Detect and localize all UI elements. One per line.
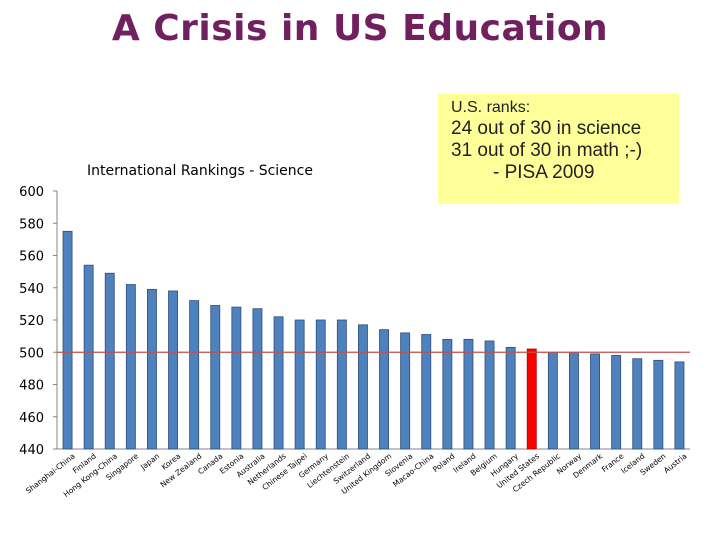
slide-title: A Crisis in US Education bbox=[111, 8, 609, 49]
y-tick-label: 560 bbox=[19, 250, 44, 265]
y-tick-label: 440 bbox=[19, 443, 44, 458]
callout-source: - PISA 2009 bbox=[493, 162, 595, 183]
y-tick-label: 500 bbox=[19, 346, 44, 361]
bar bbox=[147, 288, 157, 450]
bar bbox=[421, 334, 432, 450]
bar bbox=[611, 355, 622, 450]
bar bbox=[379, 329, 389, 450]
bar bbox=[547, 351, 558, 450]
bar bbox=[315, 319, 326, 450]
bar bbox=[294, 319, 305, 450]
bar-highlighted bbox=[526, 348, 537, 450]
y-tick-label: 520 bbox=[19, 314, 44, 329]
bar bbox=[653, 359, 664, 450]
bar bbox=[168, 290, 178, 450]
us-ranks-callout: U.S. ranks: 24 out of 30 in science 31 o… bbox=[438, 94, 679, 204]
bar bbox=[400, 332, 411, 450]
bar bbox=[83, 264, 94, 450]
bar bbox=[231, 306, 242, 450]
bar bbox=[674, 361, 685, 450]
bar bbox=[336, 319, 347, 450]
x-category-label: Japan bbox=[138, 451, 161, 472]
bar bbox=[358, 324, 368, 450]
bar bbox=[484, 340, 495, 450]
callout-math-rank: 31 out of 30 in math ;-) bbox=[451, 140, 643, 161]
y-tick-label: 540 bbox=[19, 282, 44, 297]
bar bbox=[62, 230, 73, 450]
bar bbox=[104, 272, 115, 450]
bar bbox=[590, 353, 600, 450]
bar bbox=[505, 347, 516, 450]
bar bbox=[189, 300, 200, 450]
bar bbox=[569, 351, 579, 450]
callout-heading: U.S. ranks: bbox=[451, 99, 531, 116]
bar bbox=[210, 305, 221, 450]
bar bbox=[463, 338, 474, 450]
bar bbox=[442, 338, 453, 450]
x-category-label: Austria bbox=[662, 451, 689, 475]
y-tick-label: 480 bbox=[19, 379, 44, 394]
y-tick-label: 460 bbox=[19, 411, 44, 426]
bar bbox=[632, 358, 643, 450]
bar bbox=[252, 308, 263, 450]
y-tick-label: 600 bbox=[19, 185, 44, 200]
bar bbox=[273, 316, 284, 450]
callout-science-rank: 24 out of 30 in science bbox=[451, 118, 642, 139]
bar bbox=[125, 284, 136, 450]
chart-title: International Rankings - Science bbox=[87, 163, 313, 179]
y-tick-label: 580 bbox=[19, 217, 44, 232]
